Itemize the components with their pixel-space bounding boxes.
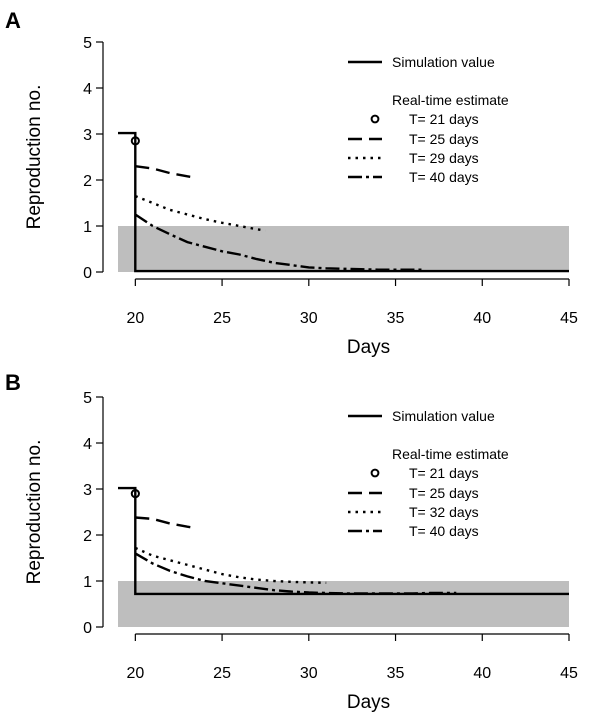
x-tick-label: 25 — [213, 310, 231, 327]
series-line — [134, 546, 327, 584]
x-tick-label: 20 — [126, 665, 144, 682]
y-tick-label: 4 — [83, 436, 92, 453]
legend-key — [370, 468, 380, 478]
data-point — [130, 136, 140, 146]
x-tick-label: 30 — [300, 310, 318, 327]
x-tick-label: 45 — [560, 310, 578, 327]
legend-label: Simulation value — [392, 54, 495, 70]
y-tick-label: 0 — [83, 620, 92, 637]
data-point — [130, 489, 140, 499]
legend-label: T= 21 days — [409, 111, 479, 127]
legend-heading: Real-time estimate — [392, 446, 509, 462]
legend-label: T= 25 days — [409, 131, 479, 147]
legend-heading: Real-time estimate — [392, 92, 509, 108]
legend-label: T= 25 days — [409, 485, 479, 501]
legend-label: T= 40 days — [409, 169, 479, 185]
series-longdash — [135, 165, 197, 179]
y-tick-label: 2 — [83, 528, 92, 545]
series-longdash — [135, 516, 197, 530]
legend-label: T= 40 days — [409, 523, 479, 539]
x-tick-label: 35 — [387, 310, 405, 327]
legend-label: T= 32 days — [409, 504, 479, 520]
panel-letter: A — [5, 8, 21, 33]
legend: Simulation value Real-time estimate T= 21 … — [348, 408, 509, 539]
x-axis: 20 25 30 35 40 45 — [126, 278, 578, 327]
x-tick-label: 40 — [473, 665, 491, 682]
x-tick-label: 40 — [473, 310, 491, 327]
x-axis-title: Days — [347, 337, 390, 358]
series-line — [118, 486, 569, 596]
x-tick-label: 20 — [126, 310, 144, 327]
series-dotted — [134, 546, 327, 584]
series-dashdot — [134, 552, 457, 595]
series-line — [134, 552, 457, 595]
series-solid — [118, 486, 569, 596]
y-tick-label: 4 — [83, 81, 92, 98]
series-dashdot — [134, 213, 422, 271]
series-circle — [130, 489, 140, 499]
y-tick-label: 5 — [83, 390, 92, 407]
series-line — [134, 213, 422, 271]
x-tick-label: 35 — [387, 665, 405, 682]
y-tick-label: 3 — [83, 127, 92, 144]
y-axis: 0 1 2 3 4 5 — [83, 35, 104, 282]
series-circle — [130, 136, 140, 146]
y-axis-title: Reproduction no. — [24, 85, 45, 230]
legend-label: Simulation value — [392, 408, 495, 424]
panel-letter: B — [5, 370, 21, 395]
y-axis: 0 1 2 3 4 5 — [83, 390, 104, 637]
series-line — [134, 194, 266, 232]
legend-label: T= 29 days — [409, 150, 479, 166]
series-line — [118, 131, 569, 273]
y-tick-label: 0 — [83, 265, 92, 282]
shaded-band — [118, 226, 569, 272]
x-tick-label: 25 — [213, 665, 231, 682]
legend-key — [370, 114, 380, 124]
y-tick-label: 5 — [83, 35, 92, 52]
y-tick-label: 3 — [83, 482, 92, 499]
y-axis-title: Reproduction no. — [24, 440, 45, 585]
legend: Simulation value Real-time estimate T= 21 … — [348, 54, 509, 185]
x-tick-label: 45 — [560, 665, 578, 682]
x-tick-label: 30 — [300, 665, 318, 682]
series-line — [135, 165, 197, 179]
y-tick-label: 1 — [83, 574, 92, 591]
x-axis-title: Days — [347, 692, 390, 713]
series-solid — [118, 131, 569, 273]
y-tick-label: 1 — [83, 219, 92, 236]
legend-label: T= 21 days — [409, 465, 479, 481]
shaded-band — [118, 581, 569, 627]
y-tick-label: 2 — [83, 173, 92, 190]
series-line — [135, 516, 197, 530]
x-axis: 20 25 30 35 40 45 — [126, 633, 578, 682]
series-dotted — [134, 194, 266, 232]
